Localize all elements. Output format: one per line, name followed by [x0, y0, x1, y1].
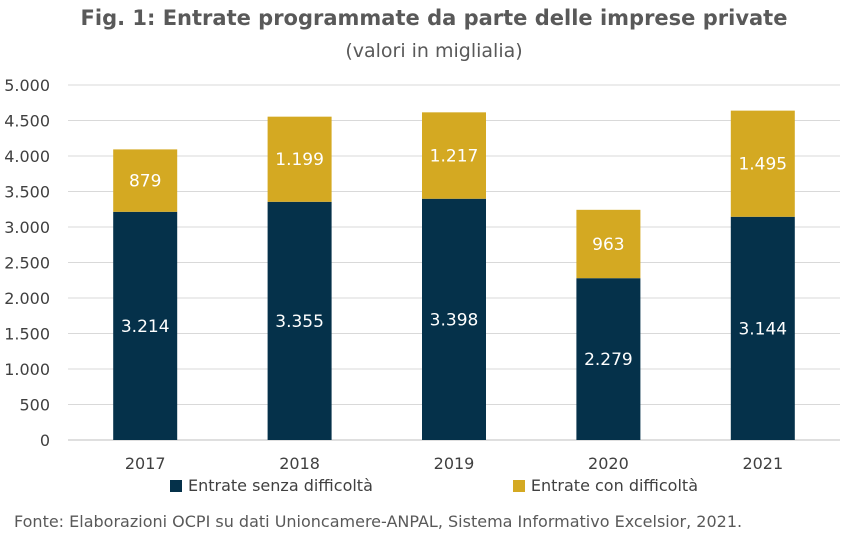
bar-segment: [576, 278, 641, 440]
source-note: Fonte: Elaborazioni OCPI su dati Unionca…: [14, 512, 743, 531]
legend-item-senza-difficolta: Entrate senza difficoltà: [169, 476, 373, 495]
data-label: 1.495: [738, 155, 787, 175]
y-tick-label: 3.000: [4, 218, 50, 237]
x-tick-label: 2018: [279, 454, 320, 473]
data-label: 3.355: [275, 312, 324, 332]
data-label: 3.144: [738, 319, 787, 339]
bar-segment: [113, 211, 178, 440]
legend-item-con-difficolta: Entrate con difficoltà: [512, 476, 698, 495]
bar-segment: [576, 209, 641, 279]
stacked-bar-chart: 0 500 1.000 1.500 2.000 2.500 3.000 3.500 4.000 4…: [4, 76, 840, 473]
chart-title: Fig. 1: Entrate programmate da parte del…: [80, 6, 788, 30]
y-tick-label: 4.000: [4, 147, 50, 166]
y-tick-label: 5.000: [4, 76, 50, 95]
data-label: 3.398: [430, 310, 479, 330]
x-tick-label: 2021: [742, 454, 783, 473]
y-tick-label: 2.500: [4, 254, 50, 273]
y-tick-label: 3.500: [4, 183, 50, 202]
chart-legend: Entrate senza difficoltà Entrate con dif…: [0, 476, 868, 495]
y-tick-label: 1.500: [4, 325, 50, 344]
x-tick-label: 2019: [434, 454, 475, 473]
legend-swatch-con-difficolta: [512, 479, 525, 492]
legend-label-senza-difficolta: Entrate senza difficoltà: [187, 476, 373, 495]
bar-segment: [267, 201, 332, 440]
bar-segment: [113, 149, 178, 212]
bar-segment: [267, 116, 332, 202]
y-tick-label: 500: [19, 396, 50, 415]
y-tick-label: 2.000: [4, 289, 50, 308]
y-tick-label: 0: [40, 431, 50, 450]
bar-segment: [422, 198, 486, 440]
data-label: 879: [129, 172, 161, 192]
bar-segment: [730, 110, 795, 217]
bar-segment: [730, 216, 795, 440]
bar-segment: [422, 112, 486, 199]
data-label: 963: [592, 235, 624, 255]
x-tick-label: 2017: [125, 454, 166, 473]
data-label: 2.279: [584, 350, 633, 370]
x-tick-label: 2020: [588, 454, 629, 473]
data-label: 1.217: [430, 147, 479, 167]
y-tick-label: 4.500: [4, 112, 50, 131]
legend-label-con-difficolta: Entrate con difficoltà: [530, 476, 698, 495]
legend-swatch-senza-difficolta: [169, 479, 182, 492]
data-label: 1.199: [275, 150, 324, 170]
y-tick-label: 1.000: [4, 360, 50, 379]
data-label: 3.214: [121, 317, 170, 337]
chart-subtitle: (valori in miglialia): [345, 40, 523, 62]
